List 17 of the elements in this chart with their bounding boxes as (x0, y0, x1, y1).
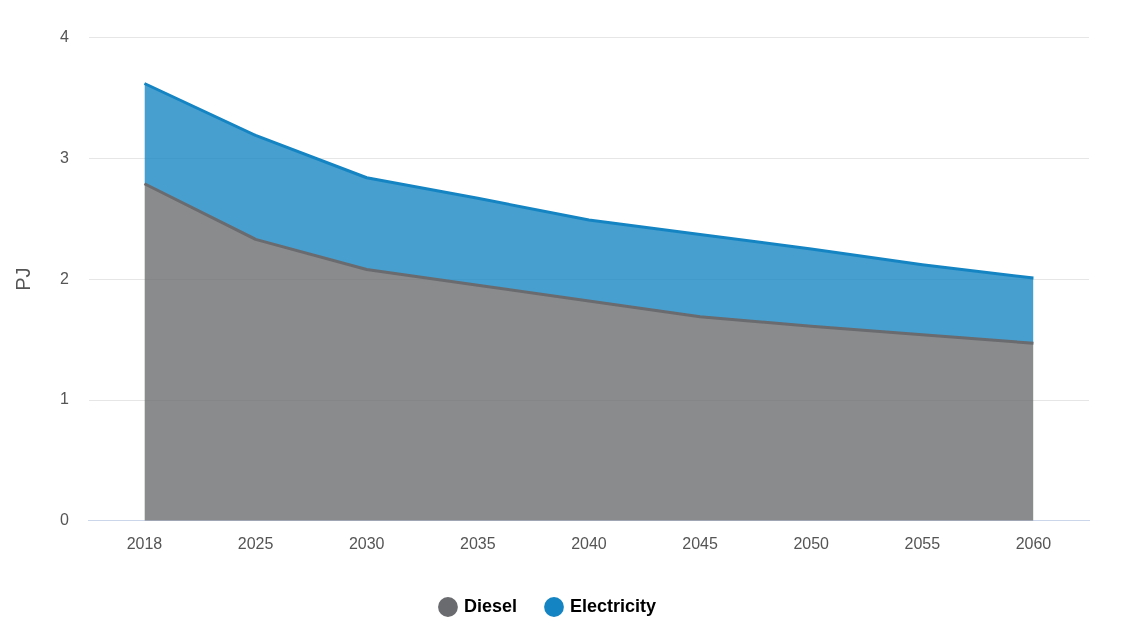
legend-label: Diesel (463, 595, 518, 616)
x-tick-label: 2025 (237, 534, 274, 552)
x-tick-label: 2030 (348, 534, 385, 552)
y-tick-label: 3 (59, 148, 69, 166)
y-tick-label: 0 (59, 511, 69, 529)
x-tick-label: 2018 (126, 534, 163, 552)
x-tick-label: 2040 (571, 534, 607, 552)
x-tick-label: 2035 (460, 534, 496, 552)
y-tick-label: 4 (59, 28, 69, 46)
x-tick-label: 2060 (1015, 534, 1052, 552)
x-tick-label: 2045 (682, 534, 718, 552)
x-tick-label: 2050 (793, 534, 830, 552)
x-tick-label: 2055 (904, 534, 941, 552)
y-axis-title: PJ (11, 267, 34, 291)
legend-label: Electricity (569, 595, 657, 616)
y-tick-label: 2 (59, 269, 69, 287)
y-tick-label: 1 (59, 390, 69, 408)
